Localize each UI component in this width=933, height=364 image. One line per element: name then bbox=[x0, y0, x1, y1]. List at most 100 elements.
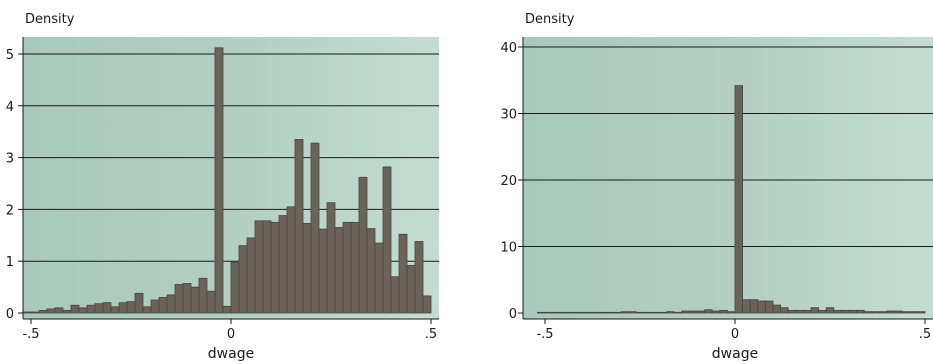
histogram-bar bbox=[825, 307, 835, 314]
histogram-bar bbox=[871, 311, 880, 314]
histogram-bar bbox=[302, 222, 312, 314]
histogram-bar bbox=[254, 220, 264, 314]
histogram-bar bbox=[166, 294, 176, 314]
histogram-bar bbox=[398, 233, 408, 314]
y-tick-label: 40 bbox=[500, 41, 517, 56]
bars bbox=[537, 85, 926, 314]
x-tick-label: 0 bbox=[227, 327, 235, 342]
histogram-bar bbox=[182, 283, 192, 314]
histogram-bar bbox=[582, 311, 591, 314]
histogram-bar bbox=[46, 308, 56, 314]
histogram-bar bbox=[765, 300, 774, 314]
histogram-bar bbox=[70, 304, 80, 314]
y-tick-label: 3 bbox=[6, 152, 14, 167]
y-ticks: 0 1 2 3 4 5 bbox=[6, 48, 23, 322]
histogram-bar bbox=[54, 307, 64, 314]
histogram-bar bbox=[78, 307, 88, 314]
histogram-bar bbox=[270, 221, 280, 314]
histogram-bar bbox=[382, 166, 392, 314]
y-axis-title: Density bbox=[25, 12, 75, 27]
y-tick-label: 4 bbox=[6, 100, 14, 115]
histogram-bar bbox=[222, 305, 232, 314]
histogram-bar bbox=[597, 311, 607, 314]
histogram-bar bbox=[126, 301, 136, 314]
x-tick-label: -.5 bbox=[22, 327, 39, 342]
histogram-bar bbox=[552, 311, 561, 314]
histogram-bar bbox=[134, 292, 144, 314]
histogram-bar bbox=[787, 309, 797, 314]
histogram-bar bbox=[803, 309, 812, 314]
histogram-bar bbox=[810, 307, 819, 314]
gridlines bbox=[523, 46, 933, 247]
x-tick-label: 0 bbox=[731, 327, 739, 342]
histogram-bar bbox=[795, 309, 804, 314]
histogram-bar bbox=[666, 311, 675, 314]
histogram-bar bbox=[567, 311, 576, 314]
bars bbox=[22, 47, 432, 314]
y-tick-label: 2 bbox=[6, 203, 14, 218]
histogram-bar bbox=[190, 286, 200, 314]
histogram-bar bbox=[879, 311, 888, 314]
histogram-bar bbox=[158, 297, 168, 314]
histogram-bar bbox=[342, 221, 352, 314]
histogram-bar bbox=[150, 299, 160, 314]
y-tick-label: 30 bbox=[500, 108, 517, 123]
histogram-bar bbox=[559, 311, 569, 314]
plot-background bbox=[523, 37, 933, 319]
histogram-bar bbox=[406, 264, 416, 314]
histogram-bar bbox=[651, 311, 660, 314]
histogram-bar bbox=[390, 276, 400, 314]
histogram-bar bbox=[848, 309, 857, 314]
histogram-bar bbox=[909, 311, 918, 314]
histogram-bar bbox=[230, 261, 240, 314]
histogram-bar bbox=[620, 311, 629, 314]
histogram-bar bbox=[673, 311, 683, 314]
histogram-bar bbox=[198, 277, 208, 314]
histogram-bar bbox=[689, 310, 698, 314]
histogram-bar bbox=[818, 309, 827, 314]
histogram-right: 0 10 20 30 40 -.5 0 .5 Density dwage bbox=[500, 12, 933, 362]
histogram-bar bbox=[841, 309, 850, 314]
histogram-bar bbox=[886, 310, 895, 314]
histogram-bar bbox=[833, 309, 842, 314]
histogram-bar bbox=[350, 221, 360, 314]
y-tick-label: 10 bbox=[500, 241, 517, 256]
y-axis-title: Density bbox=[525, 12, 575, 27]
histogram-bar bbox=[326, 202, 336, 314]
histogram-bar bbox=[901, 311, 911, 314]
y-ticks: 0 10 20 30 40 bbox=[500, 41, 523, 322]
histogram-bar bbox=[917, 311, 926, 314]
histogram-bar bbox=[142, 306, 152, 314]
histogram-bar bbox=[94, 303, 104, 314]
histogram-bar bbox=[742, 299, 751, 314]
histogram-bar bbox=[704, 309, 713, 314]
histogram-bar bbox=[38, 310, 48, 314]
histogram-bar bbox=[110, 306, 120, 314]
histogram-bar bbox=[628, 311, 637, 314]
histogram-bar bbox=[374, 242, 384, 314]
histogram-bar bbox=[544, 311, 553, 314]
histogram-bar bbox=[238, 245, 248, 314]
histogram-bar bbox=[294, 139, 304, 314]
histogram-bar bbox=[772, 304, 781, 314]
x-tick-label: -.5 bbox=[536, 327, 553, 342]
y-tick-label: 5 bbox=[6, 48, 14, 63]
x-axis-title: dwage bbox=[712, 346, 758, 362]
histogram-left: 0 1 2 3 4 5 -.5 0 .5 Density dwage bbox=[6, 12, 439, 362]
histogram-bar bbox=[334, 227, 344, 314]
histogram-bar bbox=[658, 311, 667, 314]
histogram-bar bbox=[174, 284, 184, 314]
x-axis-title: dwage bbox=[208, 346, 254, 362]
histogram-bar bbox=[102, 302, 112, 314]
histogram-bar bbox=[749, 299, 759, 314]
histogram-bar bbox=[696, 310, 705, 314]
histogram-bar bbox=[366, 228, 376, 314]
histogram-bar bbox=[358, 176, 368, 314]
histogram-bar bbox=[422, 295, 432, 314]
histogram-bar bbox=[206, 290, 216, 314]
y-tick-label: 20 bbox=[500, 174, 517, 189]
histogram-bar bbox=[863, 311, 873, 314]
histogram-bar bbox=[635, 311, 645, 314]
histogram-bar bbox=[537, 311, 546, 314]
